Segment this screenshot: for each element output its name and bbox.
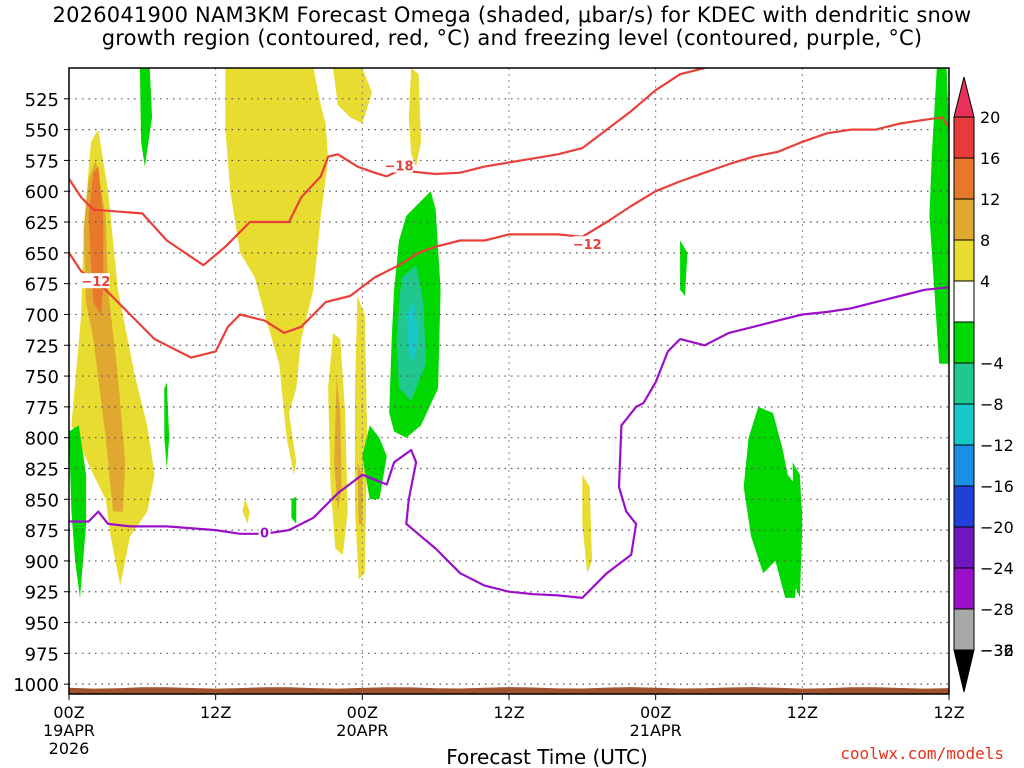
colorbar-box-4: [953, 280, 975, 323]
colorbar-top-arrow: [953, 76, 975, 118]
y-tick-label-525: 525: [25, 90, 59, 111]
colorbar-label-11: −28: [980, 600, 1014, 619]
colorbar-label-0: 20: [980, 108, 1000, 127]
y-tick-label-900: 900: [25, 552, 59, 573]
colorbar-label-7: −12: [980, 436, 1014, 455]
y-tick-label-675: 675: [25, 275, 59, 296]
colorbar-label-8: −16: [980, 477, 1014, 496]
omega-region-12: [242, 499, 250, 524]
colorbar-box-10: [953, 526, 975, 569]
colorbar-box-2: [953, 198, 975, 241]
y-tick-label-775: 775: [25, 398, 59, 419]
omega-region-20: [743, 406, 803, 598]
chart-title-line-2: growth region (contoured, red, °C) and f…: [101, 26, 923, 50]
x-axis-label: Forecast Time (UTC): [446, 745, 648, 768]
x-tick-label-0-0: 00Z: [53, 703, 84, 722]
omega-region-18: [164, 382, 170, 469]
x-tick-label-0-2: 2026: [49, 739, 90, 758]
y-tick-label-825: 825: [25, 459, 59, 480]
y-tick-labels: 525 550 575 600 625 650 675 700 725 750 775 800 825 8…: [13, 90, 69, 696]
colorbar-box-0: [953, 116, 975, 159]
y-tick-label-1000: 1000: [13, 675, 59, 696]
colorbar-label-13: −36: [980, 641, 1014, 660]
contour-line-2: [386, 68, 705, 178]
colorbar-label-12: −32: [980, 641, 1014, 660]
omega-region-9: [355, 296, 368, 580]
colorbar-box-7: [953, 403, 975, 446]
contour-label-3: 0: [260, 527, 269, 542]
contour-line-1: [69, 153, 388, 267]
contour-label-0: −12: [573, 238, 602, 253]
x-tick-label-6-0: 12Z: [200, 703, 231, 722]
omega-region-17: [69, 425, 87, 598]
colorbar-box-5: [953, 321, 975, 364]
omega-region-24: [291, 496, 297, 524]
x-tick-label-12-1: 20APR: [336, 721, 388, 740]
y-tick-label-750: 750: [25, 367, 59, 388]
y-tick-label-650: 650: [25, 244, 59, 265]
site-credit[interactable]: coolwx.com/models: [840, 744, 1004, 763]
colorbar-label-5: −4: [980, 354, 1004, 373]
colorbar-label-10: −24: [980, 559, 1014, 578]
x-tick-label-12-0: 00Z: [347, 703, 378, 722]
colorbar-box-6: [953, 362, 975, 405]
omega-region-6: [408, 68, 421, 167]
y-tick-label-575: 575: [25, 151, 59, 172]
y-tick-label-950: 950: [25, 614, 59, 635]
omega-region-4: [279, 111, 324, 340]
colorbar-box-11: [953, 567, 975, 610]
ground-surface: [69, 687, 949, 694]
x-tick-label-0-1: 19APR: [43, 721, 95, 740]
colorbar-label-2: 12: [980, 190, 1000, 209]
omega-region-23: [680, 240, 688, 296]
y-tick-label-975: 975: [25, 644, 59, 665]
y-tick-label-925: 925: [25, 583, 59, 604]
y-tick-label-625: 625: [25, 213, 59, 234]
colorbar-bottom-arrow: [953, 649, 975, 693]
contour-line-0: [69, 116, 949, 359]
y-tick-label-700: 700: [25, 305, 59, 326]
y-tick-label-875: 875: [25, 521, 59, 542]
colorbar: 20 16 12 8 4 −4 −8 −12 −16 −20 −24 −28 −32−36: [953, 76, 1014, 693]
contour-label-bg-2: [385, 157, 413, 173]
colorbar-box-8: [953, 444, 975, 487]
y-tick-label-600: 600: [25, 182, 59, 203]
colorbar-label-1: 16: [980, 149, 1000, 168]
omega-region-8: [334, 376, 342, 512]
colorbar-label-4: 4: [980, 272, 990, 291]
contour-label-bg-1: [81, 273, 110, 289]
colorbar-label-6: −8: [980, 395, 1004, 414]
colorbar-box-3: [953, 239, 975, 282]
colorbar-box-9: [953, 485, 975, 528]
y-tick-label-550: 550: [25, 121, 59, 142]
x-tick-label-18-0: 12Z: [493, 703, 524, 722]
colorbar-label-3: 8: [980, 231, 990, 250]
chart-title: 2026041900 NAM3KM Forecast Omega (shaded…: [0, 4, 1024, 50]
plot-area: −12 −12 −18 0: [69, 68, 949, 694]
omega-region-15: [406, 302, 419, 364]
contour-label-bg-0: [573, 236, 602, 252]
x-tick-label-24-0: 00Z: [640, 703, 671, 722]
contour-label-1: −12: [81, 275, 110, 290]
omega-region-16: [139, 68, 153, 167]
y-tick-label-800: 800: [25, 429, 59, 450]
x-tick-label-30-0: 12Z: [787, 703, 818, 722]
y-tick-label-725: 725: [25, 336, 59, 357]
colorbar-box-1: [953, 157, 975, 200]
contour-label-bg-3: [258, 524, 271, 540]
x-tick-label-24-1: 21APR: [630, 721, 682, 740]
x-tick-label-36: 12Z: [933, 703, 964, 722]
contour-label-2: −18: [385, 159, 414, 174]
colorbar-label-9: −20: [980, 518, 1014, 537]
omega-region-19: [362, 425, 387, 500]
y-tick-label-850: 850: [25, 490, 59, 511]
chart-title-line-1: 2026041900 NAM3KM Forecast Omega (shaded…: [52, 3, 972, 27]
colorbar-box-12: [953, 608, 975, 651]
